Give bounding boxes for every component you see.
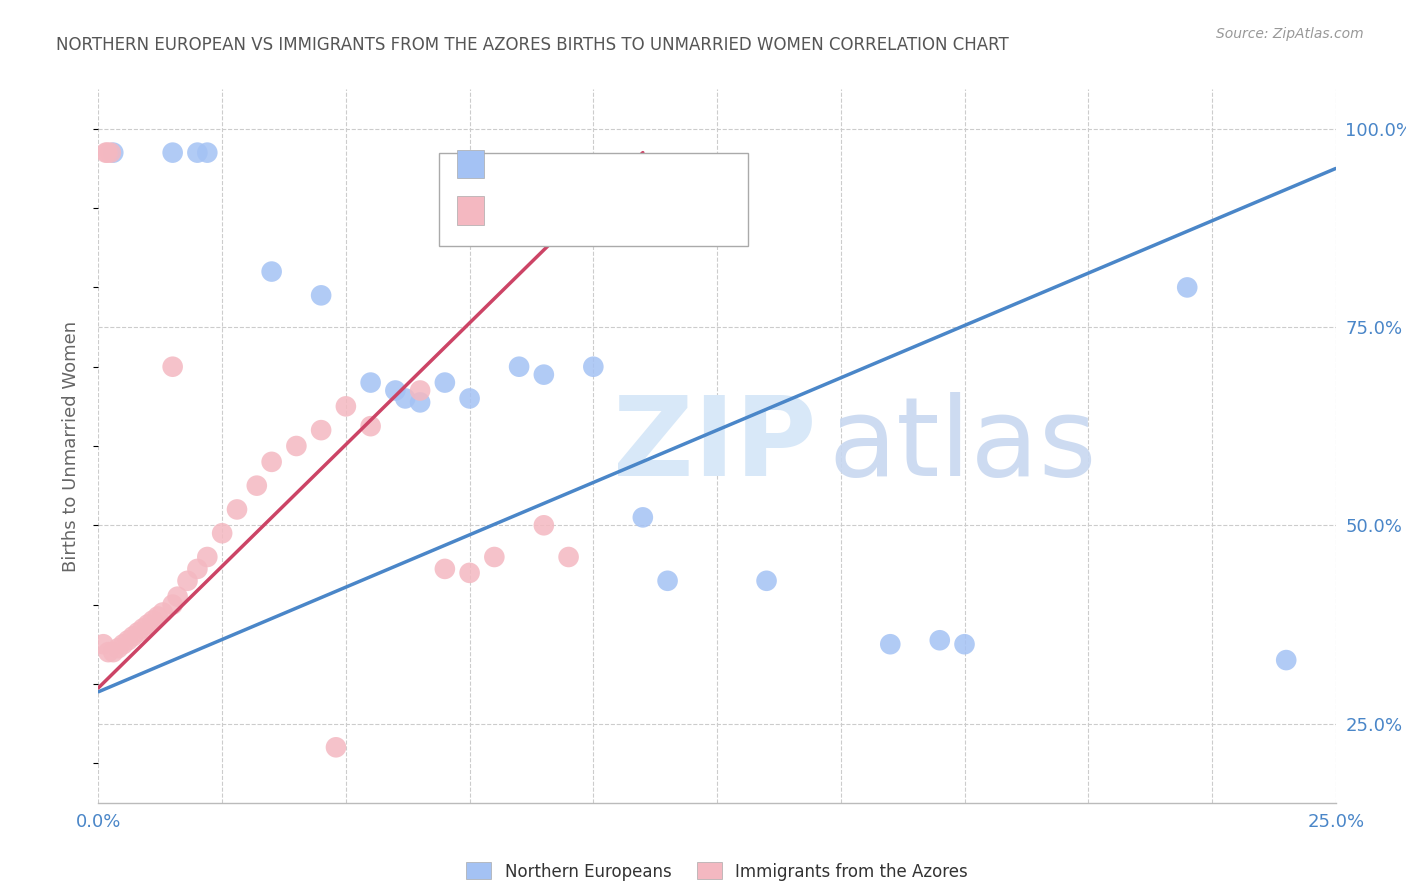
Point (879, 637, 901, 651)
Point (557, 549, 579, 564)
Point (309, 288, 332, 302)
Point (508, 359, 530, 374)
Point (953, 637, 976, 651)
Y-axis label: Births to Unmarried Women: Births to Unmarried Women (62, 320, 80, 572)
Point (325, 740, 347, 755)
Point (176, 574, 198, 588)
Point (458, 392, 481, 406)
Text: R =  0.661   N = 37: R = 0.661 N = 37 (495, 200, 678, 219)
Point (1175, 280, 1198, 294)
Point (152, 606, 174, 620)
Point (260, 264, 283, 278)
Point (433, 376, 456, 390)
Point (755, 574, 778, 588)
FancyBboxPatch shape (439, 153, 748, 246)
Text: R =  0.549   N = 23: R = 0.549 N = 23 (495, 153, 678, 171)
Point (103, 145, 125, 160)
Point (260, 455, 283, 469)
Point (97, 645, 120, 659)
Point (384, 384, 406, 398)
Point (195, 549, 218, 564)
Point (195, 145, 218, 160)
FancyBboxPatch shape (457, 150, 485, 178)
Point (112, 637, 135, 651)
Point (928, 633, 950, 648)
Point (394, 392, 416, 406)
Point (484, 549, 506, 564)
Text: atlas: atlas (828, 392, 1097, 500)
Text: Source: ZipAtlas.com: Source: ZipAtlas.com (1216, 27, 1364, 41)
Point (458, 566, 481, 580)
Point (136, 617, 159, 632)
Point (146, 609, 169, 624)
Point (94, 145, 117, 160)
Text: NORTHERN EUROPEAN VS IMMIGRANTS FROM THE AZORES BIRTHS TO UNMARRIED WOMEN CORREL: NORTHERN EUROPEAN VS IMMIGRANTS FROM THE… (56, 36, 1010, 54)
Point (409, 395, 432, 409)
Point (186, 145, 208, 160)
Point (246, 478, 269, 492)
Point (122, 629, 145, 643)
Point (657, 574, 679, 588)
Legend: Northern Europeans, Immigrants from the Azores: Northern Europeans, Immigrants from the … (460, 855, 974, 888)
Point (226, 502, 249, 516)
Point (433, 562, 456, 576)
Point (96, 145, 118, 160)
Point (533, 518, 555, 533)
Point (107, 641, 129, 656)
Point (162, 359, 184, 374)
Point (309, 423, 332, 437)
Point (186, 562, 208, 576)
FancyBboxPatch shape (457, 196, 485, 225)
Point (132, 621, 155, 635)
Point (360, 376, 382, 390)
Point (127, 625, 149, 640)
Point (103, 645, 125, 659)
Point (631, 510, 654, 524)
Text: ZIP: ZIP (613, 392, 815, 500)
Point (162, 598, 184, 612)
Point (142, 614, 165, 628)
Point (360, 419, 382, 434)
Point (166, 590, 188, 604)
Point (409, 384, 432, 398)
Point (285, 439, 308, 453)
Point (582, 359, 605, 374)
Point (533, 368, 555, 382)
Point (100, 145, 122, 160)
Point (117, 633, 139, 648)
Point (162, 145, 184, 160)
Point (93, 637, 115, 651)
Point (335, 400, 357, 414)
Point (211, 526, 233, 541)
Point (1275, 653, 1298, 667)
